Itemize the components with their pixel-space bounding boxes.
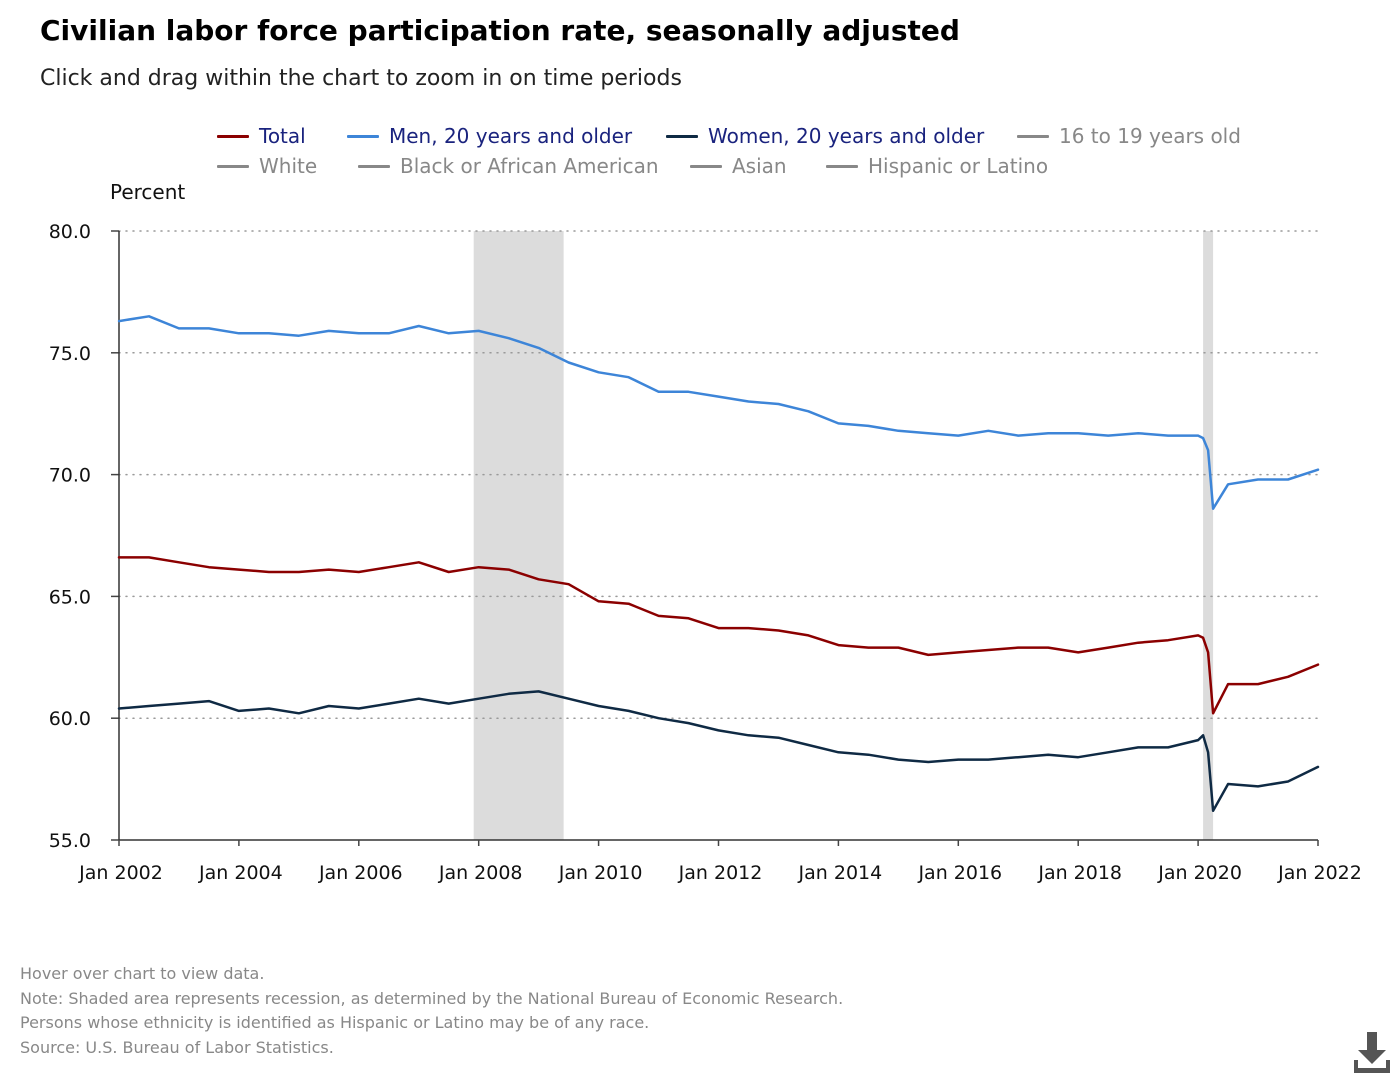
download-icon[interactable] [1352, 1030, 1392, 1074]
y-axis-unit-label: Percent [110, 180, 186, 204]
legend-label: Black or African American [400, 154, 659, 178]
source-note: Source: U.S. Bureau of Labor Statistics. [20, 1037, 334, 1057]
legend-swatch [1017, 134, 1049, 138]
legend-item-16-to-19[interactable]: 16 to 19 years old [1017, 124, 1241, 148]
series-line[interactable] [117, 556, 1320, 715]
x-tick-label: Jan 2012 [678, 862, 763, 884]
legend-item-white[interactable]: White [217, 154, 317, 178]
hover-hint: Hover over chart to view data. [20, 964, 265, 983]
y-tick-label: 75.0 [49, 343, 91, 365]
recession-band [1203, 231, 1214, 840]
legend-item-black[interactable]: Black or African American [358, 154, 659, 178]
legend-swatch [347, 134, 379, 138]
legend-swatch [666, 134, 698, 138]
x-tick-label: Jan 2022 [1277, 862, 1362, 884]
legend: Total Men, 20 years and older Women, 20 … [0, 0, 1400, 200]
legend-item-total[interactable]: Total [217, 124, 306, 148]
legend-label: 16 to 19 years old [1059, 124, 1241, 148]
chart-subtitle: Click and drag within the chart to zoom … [40, 66, 682, 91]
chart-title: Civilian labor force participation rate,… [40, 14, 960, 47]
x-tick-label: Jan 2004 [198, 862, 283, 884]
x-tick-label: Jan 2006 [318, 862, 403, 884]
legend-label: Men, 20 years and older [389, 124, 633, 148]
legend-item-women-20-plus[interactable]: Women, 20 years and older [666, 124, 984, 148]
legend-swatch [826, 164, 858, 168]
legend-item-men-20-plus[interactable]: Men, 20 years and older [347, 124, 632, 148]
legend-swatch [690, 164, 722, 168]
x-tick-label: Jan 2018 [1037, 862, 1122, 884]
series-line[interactable] [117, 690, 1320, 813]
ethnicity-note: Persons whose ethnicity is identified as… [20, 1013, 650, 1032]
legend-label: Hispanic or Latino [868, 154, 1049, 178]
x-tick-label: Jan 2010 [558, 862, 643, 884]
line-chart[interactable]: 55.0 60.0 65.0 70.0 75.0 80.0 Jan 2002 Jan 2004… [0, 0, 1400, 900]
recession-band [473, 231, 564, 840]
y-tick-label: 60.0 [49, 708, 91, 730]
x-tick-label: Jan 2014 [798, 862, 883, 884]
x-tick-label: Jan 2020 [1157, 862, 1242, 884]
legend-item-hispanic[interactable]: Hispanic or Latino [826, 154, 1048, 178]
legend-item-asian[interactable]: Asian [690, 154, 787, 178]
y-tick-label: 65.0 [49, 586, 91, 608]
legend-label: Asian [732, 154, 787, 178]
legend-label: White [259, 154, 318, 178]
y-tick-label: 70.0 [49, 465, 91, 487]
series-line[interactable] [117, 315, 1320, 510]
y-tick-label: 80.0 [49, 221, 91, 243]
recession-note: Note: Shaded area represents recession, … [20, 988, 844, 1008]
x-tick-label: Jan 2016 [917, 862, 1002, 884]
legend-swatch [217, 134, 249, 138]
legend-swatch [358, 164, 390, 168]
chart-footer: Hover over chart to view data. Note: Sha… [20, 962, 843, 1060]
legend-swatch [217, 164, 249, 168]
legend-label: Women, 20 years and older [708, 124, 985, 148]
legend-label: Total [259, 124, 306, 148]
y-tick-label: 55.0 [49, 830, 91, 852]
x-tick-label: Jan 2002 [78, 862, 163, 884]
x-tick-label: Jan 2008 [438, 862, 523, 884]
